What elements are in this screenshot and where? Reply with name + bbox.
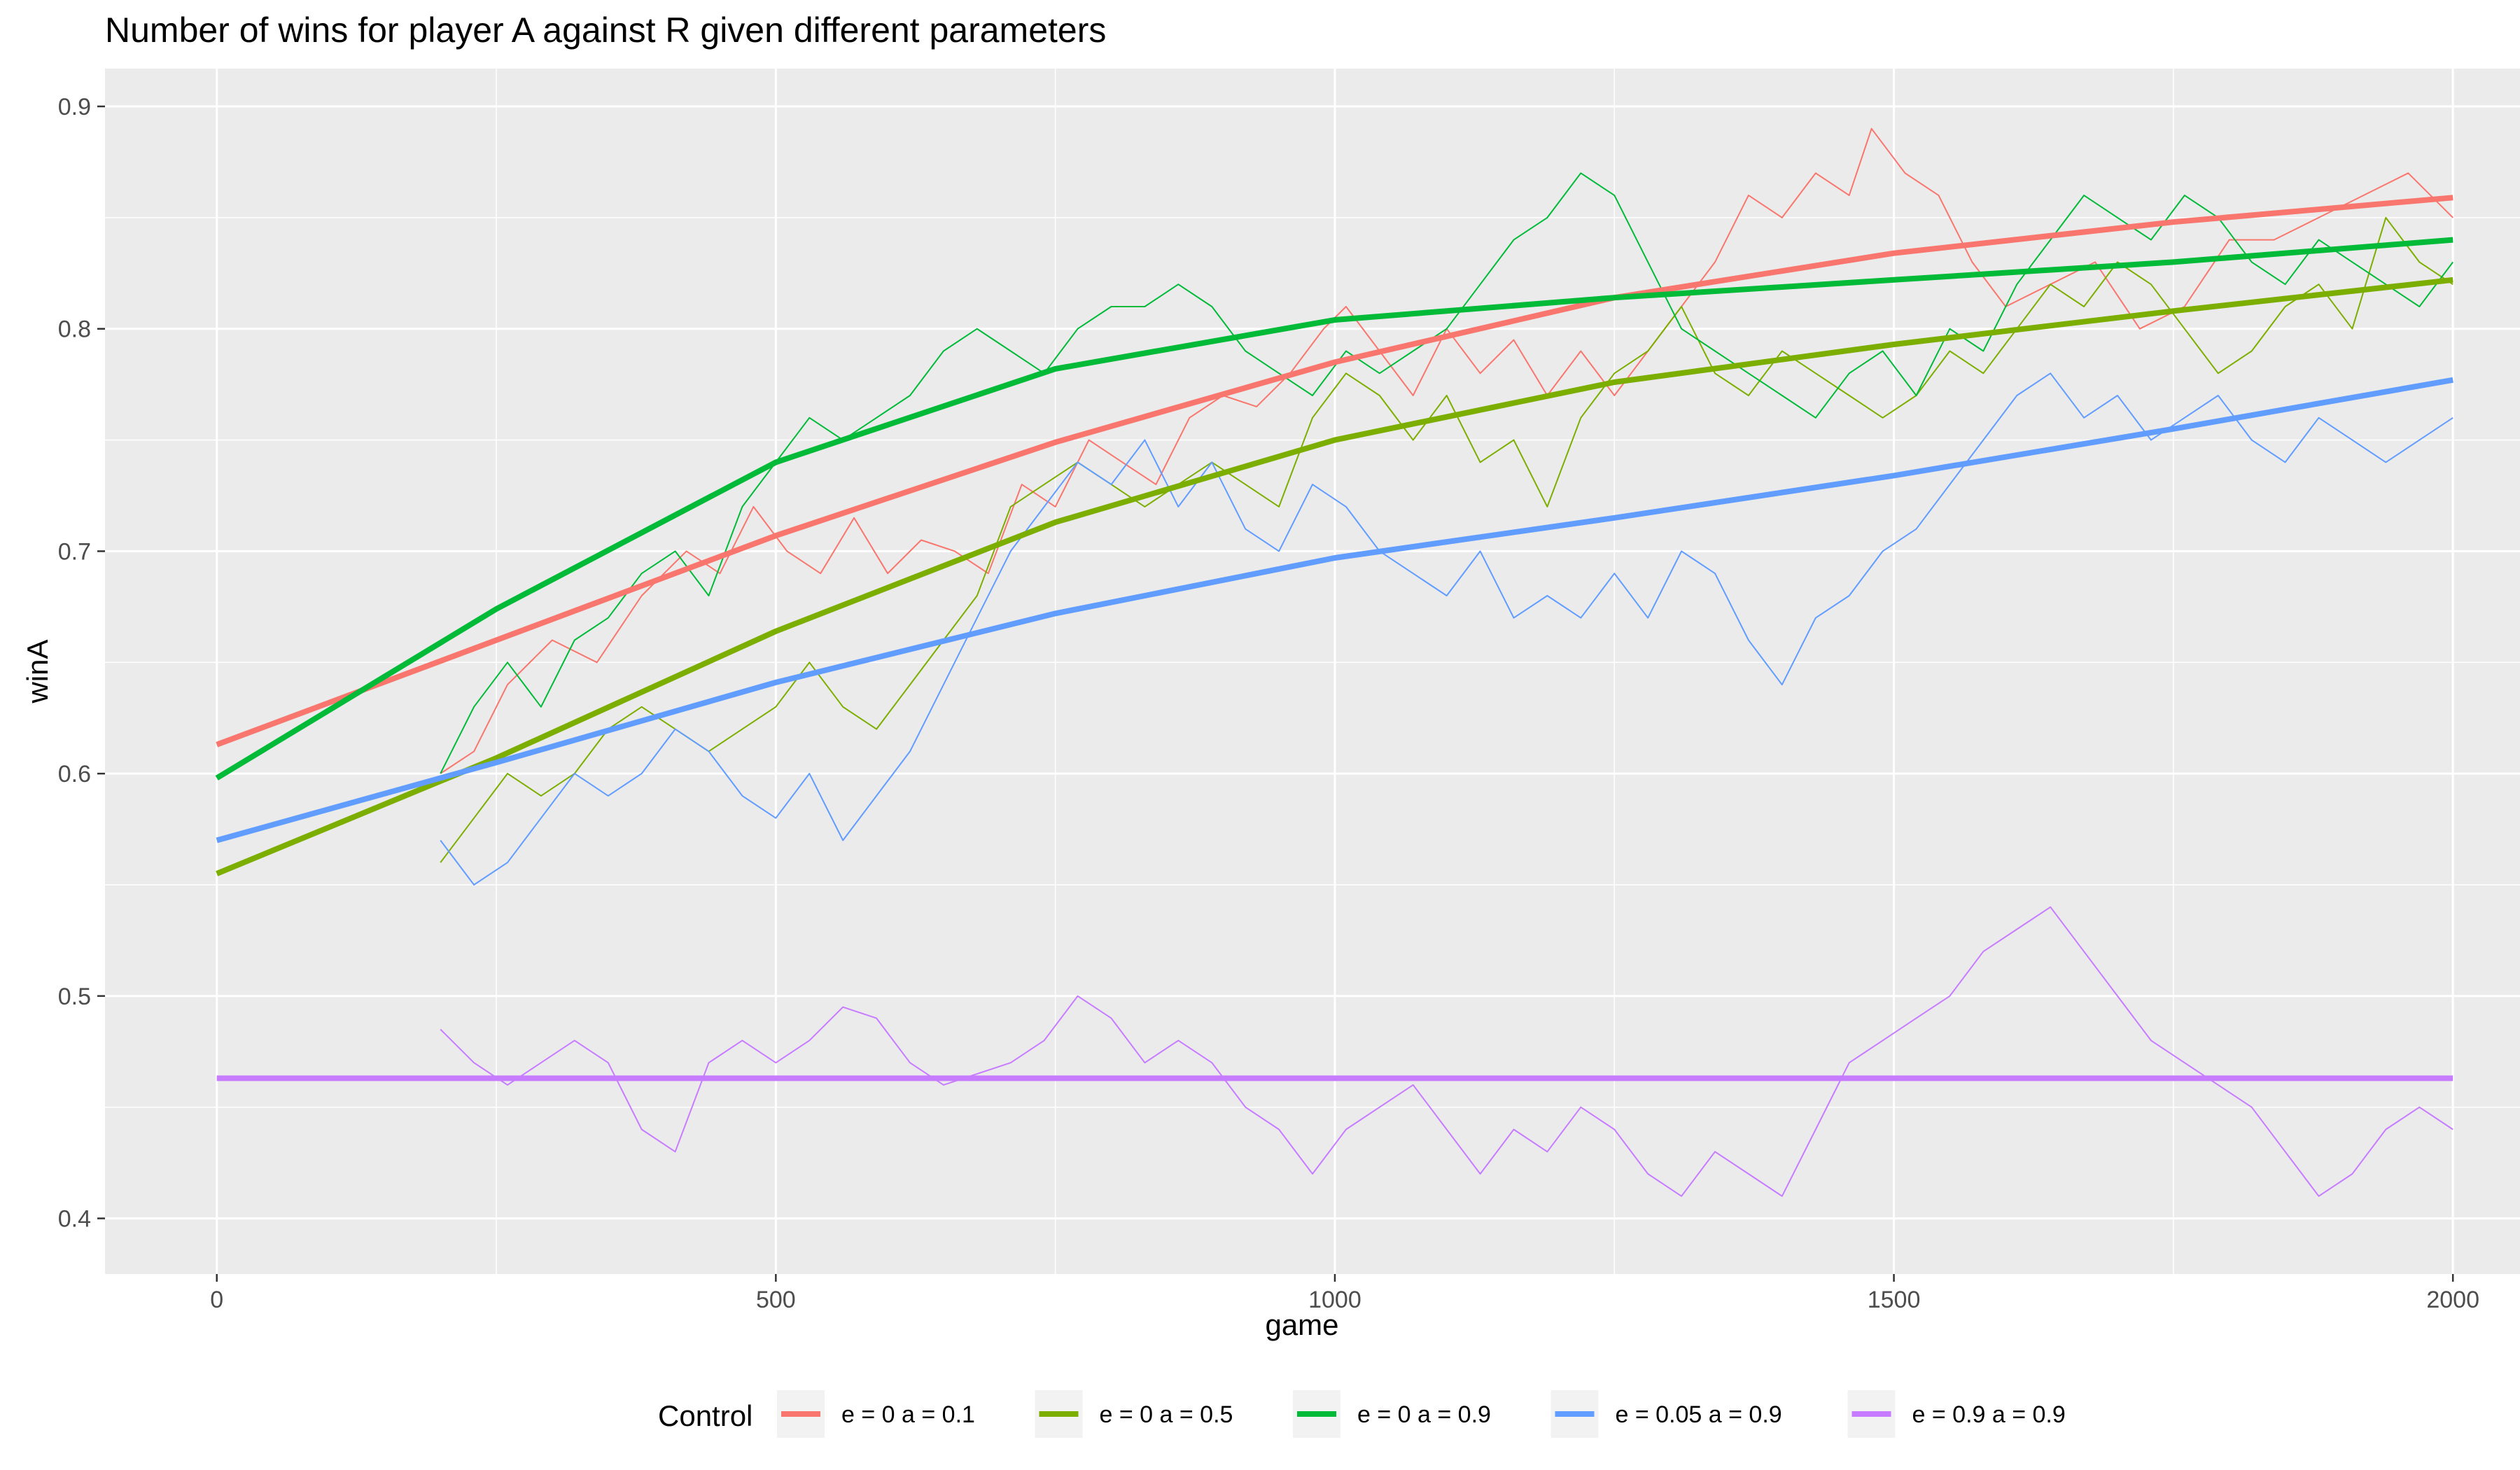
plot-panel xyxy=(105,69,2520,1274)
chart-title: Number of wins for player A against R gi… xyxy=(105,10,1106,50)
raw-series-line xyxy=(440,372,2454,886)
y-axis-title: winA xyxy=(21,639,54,704)
x-tick-label: 500 xyxy=(756,1287,796,1313)
y-tick-label: 0.7 xyxy=(58,538,91,565)
legend-label: e = 0.9 a = 0.9 xyxy=(1912,1401,2066,1428)
legend-label: e = 0 a = 0.5 xyxy=(1100,1401,1233,1428)
x-tick-label: 1500 xyxy=(1868,1287,1921,1313)
raw-series-line xyxy=(440,906,2454,1197)
x-tick-label: 1000 xyxy=(1308,1287,1362,1313)
raw-series-line xyxy=(440,127,2454,774)
y-tick-label: 0.6 xyxy=(58,761,91,788)
y-axis: 0.4 0.5 0.6 0.7 0.8 0.9 xyxy=(58,94,105,1233)
grid-major xyxy=(105,69,2520,1274)
smooth-lines xyxy=(215,195,2454,1082)
raw-series-line xyxy=(440,216,2454,863)
y-tick-label: 0.4 xyxy=(58,1206,91,1233)
smooth-series-line xyxy=(216,195,2454,748)
legend-label: e = 0 a = 0.1 xyxy=(841,1401,975,1428)
y-tick-label: 0.8 xyxy=(58,316,91,343)
smooth-series-line xyxy=(215,237,2454,780)
smooth-series-line xyxy=(216,276,2454,876)
smooth-series-line xyxy=(216,377,2454,844)
legend: Control e = 0 a = 0.1 e = 0 a = 0.5 e = 0 … xyxy=(658,1390,2066,1438)
x-axis-title: game xyxy=(1265,1308,1338,1341)
x-tick-label: 0 xyxy=(210,1287,223,1313)
raw-lines xyxy=(440,127,2454,1197)
x-axis: 0 500 1000 1500 2000 xyxy=(210,1274,2479,1313)
legend-label: e = 0 a = 0.9 xyxy=(1357,1401,1491,1428)
y-tick-label: 0.9 xyxy=(58,94,91,120)
legend-label: e = 0.05 a = 0.9 xyxy=(1616,1401,1782,1428)
y-tick-label: 0.5 xyxy=(58,983,91,1010)
x-tick-label: 2000 xyxy=(2426,1287,2479,1313)
legend-title: Control xyxy=(658,1399,752,1432)
